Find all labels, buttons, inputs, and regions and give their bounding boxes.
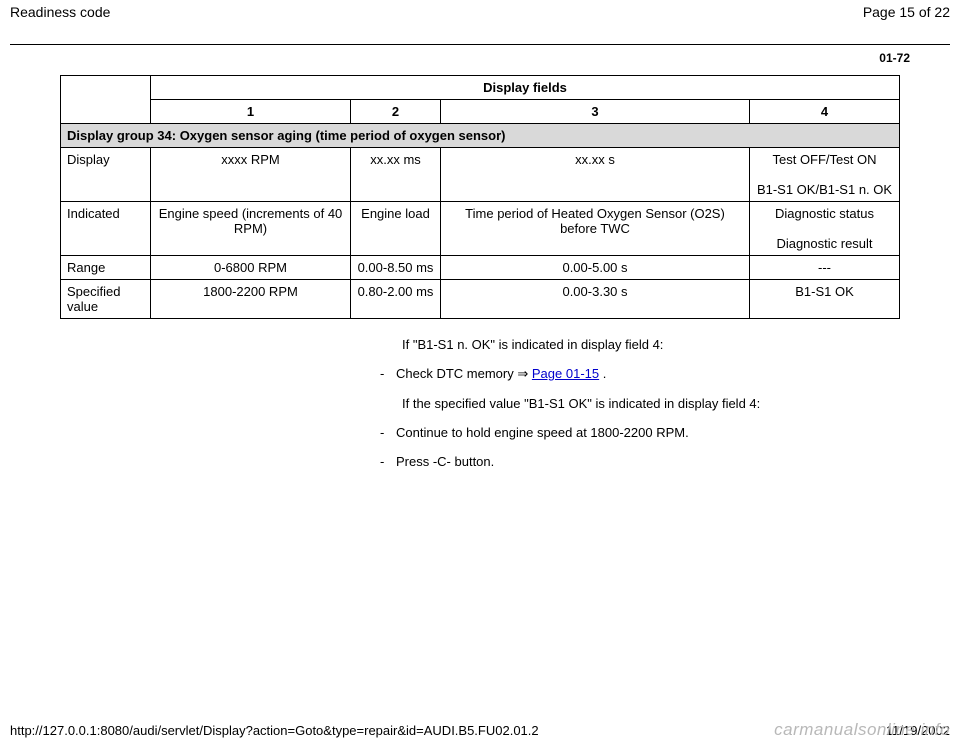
- row-label: Range: [61, 256, 151, 280]
- dash-icon: -: [380, 454, 396, 469]
- col-num-2: 2: [351, 100, 441, 124]
- row-c4: Diagnostic status Diagnostic result: [750, 202, 900, 256]
- table-row: Range 0-6800 RPM 0.00-8.50 ms 0.00-5.00 …: [61, 256, 900, 280]
- bullet-text: Press -C- button.: [396, 454, 900, 469]
- instruction-paragraph: If "B1-S1 n. OK" is indicated in display…: [380, 337, 900, 352]
- row-c2: 0.80-2.00 ms: [351, 280, 441, 319]
- bullet-pre: Check DTC memory: [396, 366, 517, 381]
- row-label: Specified value: [61, 280, 151, 319]
- row-c2: Engine load: [351, 202, 441, 256]
- display-fields-table: Display fields 1 2 3 4 Display group 34:…: [60, 75, 900, 319]
- instruction-bullet: - Press -C- button.: [380, 454, 900, 469]
- main-content: Display fields 1 2 3 4 Display group 34:…: [0, 75, 960, 469]
- table-row: Indicated Engine speed (increments of 40…: [61, 202, 900, 256]
- row-c1: 0-6800 RPM: [151, 256, 351, 280]
- row-c1: Engine speed (increments of 40 RPM): [151, 202, 351, 256]
- table-corner-empty: [61, 76, 151, 124]
- col-num-3: 3: [441, 100, 750, 124]
- bullet-text: Continue to hold engine speed at 1800-22…: [396, 425, 900, 440]
- page-link[interactable]: Page 01-15: [532, 366, 599, 381]
- header-title: Readiness code: [10, 4, 110, 20]
- col-num-4: 4: [750, 100, 900, 124]
- col-num-1: 1: [151, 100, 351, 124]
- instruction-block: If "B1-S1 n. OK" is indicated in display…: [380, 337, 900, 469]
- table-row: Specified value 1800-2200 RPM 0.80-2.00 …: [61, 280, 900, 319]
- row-c2: 0.00-8.50 ms: [351, 256, 441, 280]
- row-label: Indicated: [61, 202, 151, 256]
- row-c3: xx.xx s: [441, 148, 750, 202]
- row-c2: xx.xx ms: [351, 148, 441, 202]
- section-number: 01-72: [0, 45, 960, 75]
- group-row: Display group 34: Oxygen sensor aging (t…: [61, 124, 900, 148]
- dash-icon: -: [380, 366, 396, 382]
- header-page-label: Page 15 of 22: [863, 4, 950, 20]
- row-c3: 0.00-5.00 s: [441, 256, 750, 280]
- watermark: carmanualsonline.info: [774, 720, 950, 740]
- row-c4: B1-S1 OK: [750, 280, 900, 319]
- arrow-icon: ⇒: [517, 366, 528, 381]
- row-c1: xxxx RPM: [151, 148, 351, 202]
- row-label: Display: [61, 148, 151, 202]
- row-c4: Test OFF/Test ON B1-S1 OK/B1-S1 n. OK: [750, 148, 900, 202]
- footer-url: http://127.0.0.1:8080/audi/servlet/Displ…: [10, 723, 539, 738]
- table-row: Display xxxx RPM xx.xx ms xx.xx s Test O…: [61, 148, 900, 202]
- row-c3: Time period of Heated Oxygen Sensor (O2S…: [441, 202, 750, 256]
- instruction-bullet: - Check DTC memory ⇒ Page 01-15 .: [380, 366, 900, 382]
- instruction-paragraph: If the specified value "B1-S1 OK" is ind…: [380, 396, 900, 411]
- display-fields-header: Display fields: [151, 76, 900, 100]
- page-header: Readiness code Page 15 of 22: [0, 0, 960, 20]
- row-c1: 1800-2200 RPM: [151, 280, 351, 319]
- row-c3: 0.00-3.30 s: [441, 280, 750, 319]
- row-c4: ---: [750, 256, 900, 280]
- bullet-text: Check DTC memory ⇒ Page 01-15 .: [396, 366, 900, 382]
- bullet-post: .: [599, 366, 606, 381]
- dash-icon: -: [380, 425, 396, 440]
- instruction-bullet: - Continue to hold engine speed at 1800-…: [380, 425, 900, 440]
